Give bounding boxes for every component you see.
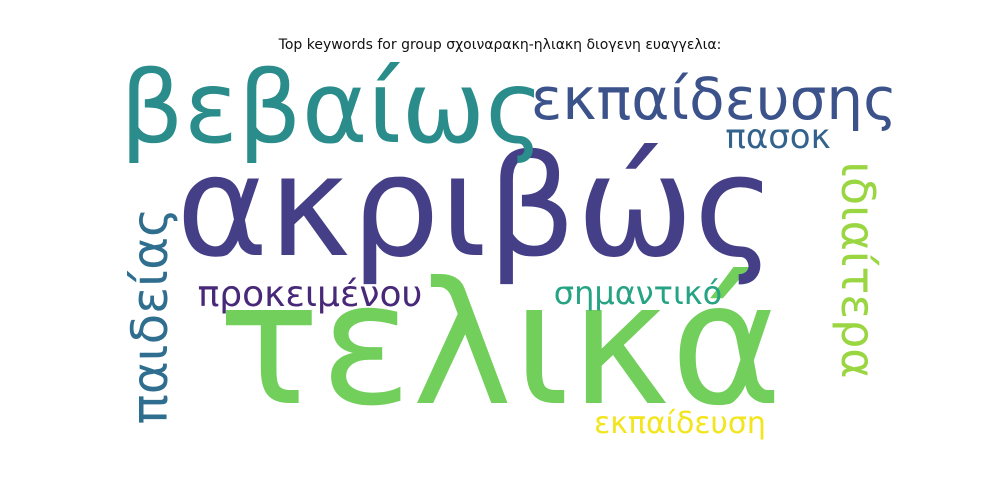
word-paideias: παιδείας — [121, 207, 179, 425]
word-telika: τελικά — [217, 246, 783, 444]
chart-title: Top keywords for group σχοιναρακη-ηλιακη… — [278, 37, 722, 53]
word-ekpaideusis: εκπαίδευσης — [530, 65, 898, 133]
word-simantiko: σημαντικό — [553, 274, 723, 312]
word-ekpaideusi: εκπαίδευση — [594, 406, 766, 441]
word-prokeimenou: προκειμένου — [197, 274, 423, 315]
word-idiaitera: ιδιαίτερα — [831, 161, 885, 379]
word-akrivos: ακριβώς — [176, 126, 776, 289]
word-vevaios: βεβαίως — [120, 49, 544, 166]
word-pasok: πασοκ — [725, 117, 831, 157]
